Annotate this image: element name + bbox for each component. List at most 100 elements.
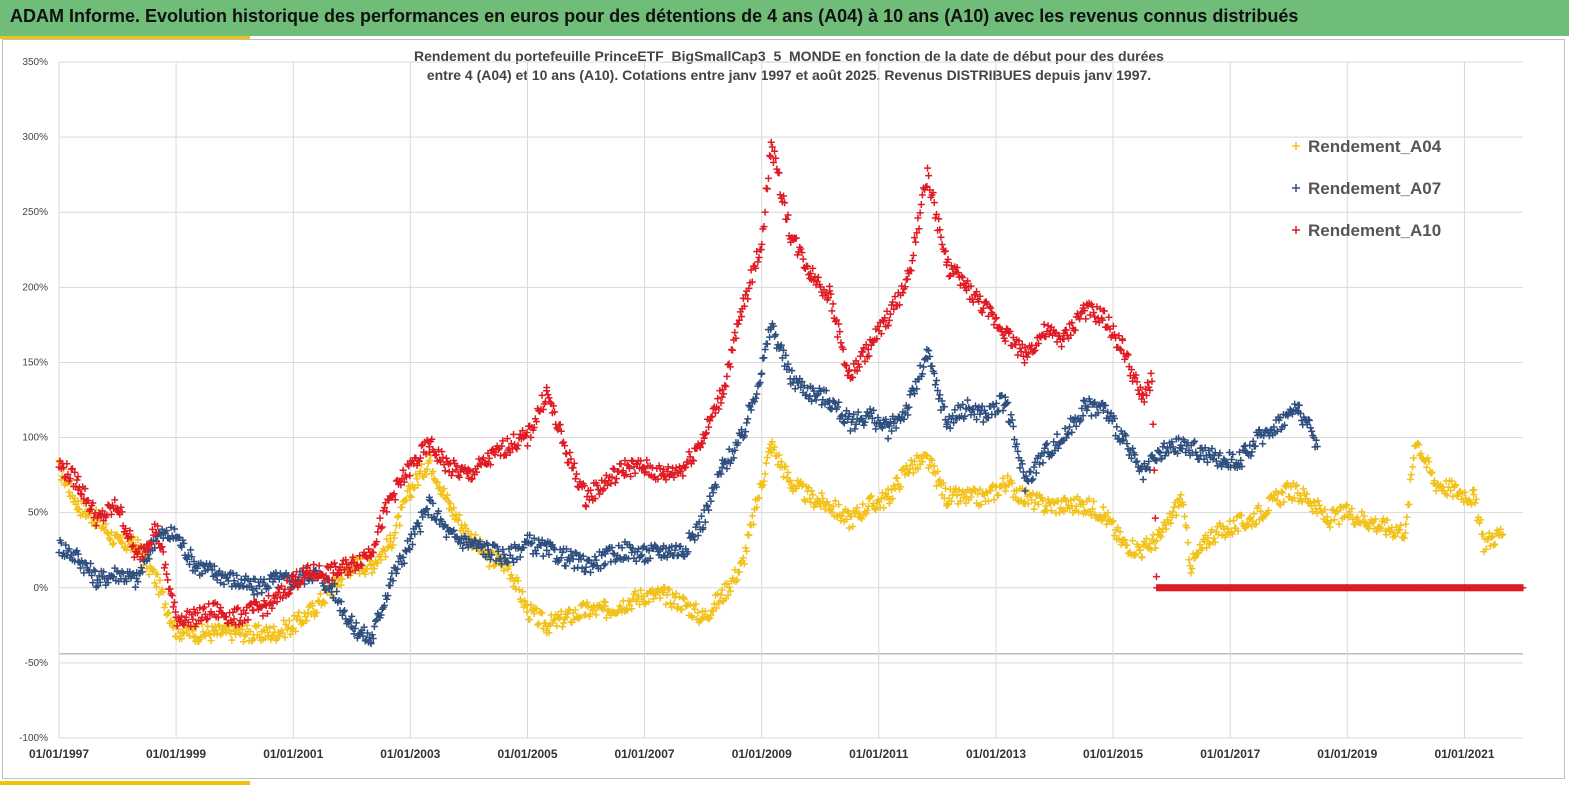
data-point	[380, 602, 388, 610]
chart-legend: Rendement_A04 Rendement_A07 Rendement_A10	[1292, 137, 1442, 240]
data-point	[964, 277, 972, 285]
data-point	[766, 152, 774, 160]
data-point	[180, 539, 188, 547]
data-point	[1150, 466, 1158, 474]
data-point	[303, 617, 311, 625]
data-point	[1023, 353, 1031, 361]
data-point	[628, 605, 636, 613]
data-point	[1089, 505, 1097, 513]
data-point	[871, 504, 879, 512]
data-point	[1270, 423, 1278, 431]
data-point	[643, 456, 651, 464]
data-point	[837, 339, 845, 347]
data-point	[89, 499, 97, 507]
data-point	[822, 387, 830, 395]
data-point	[1488, 533, 1496, 541]
data-point	[147, 540, 155, 548]
data-point	[452, 466, 460, 474]
data-point	[134, 550, 142, 558]
data-point	[740, 560, 748, 568]
data-point	[1165, 449, 1172, 457]
data-point	[1224, 524, 1232, 532]
data-point	[834, 333, 842, 341]
data-point	[1010, 436, 1018, 444]
data-point	[1115, 535, 1123, 543]
data-point	[691, 605, 699, 613]
data-point	[61, 474, 69, 482]
data-point	[911, 457, 919, 465]
data-point	[386, 531, 394, 539]
data-point	[482, 553, 490, 561]
data-point	[587, 486, 595, 494]
data-point	[76, 564, 84, 572]
data-point	[708, 413, 716, 421]
data-point	[853, 367, 861, 375]
data-point	[539, 406, 547, 414]
data-point	[925, 172, 933, 180]
data-point	[726, 363, 734, 371]
data-point	[714, 590, 722, 598]
data-point	[602, 614, 610, 622]
data-point	[804, 262, 812, 270]
data-point	[955, 486, 963, 494]
data-point	[598, 551, 606, 559]
data-point	[233, 605, 241, 613]
data-point	[361, 637, 369, 645]
data-point	[742, 291, 750, 299]
data-point	[494, 547, 502, 555]
data-point	[1275, 500, 1283, 508]
data-point	[665, 586, 673, 594]
data-point	[346, 616, 354, 624]
data-point	[734, 439, 742, 447]
data-point	[1028, 476, 1036, 484]
data-point	[950, 419, 958, 427]
data-point	[152, 529, 160, 537]
data-point	[359, 632, 367, 640]
data-point	[1043, 440, 1051, 448]
data-point	[650, 595, 658, 603]
data-point	[706, 492, 714, 500]
data-point	[1247, 513, 1255, 521]
data-point	[530, 423, 538, 431]
data-point	[1092, 318, 1100, 326]
data-point	[1042, 441, 1050, 449]
data-point	[1110, 330, 1118, 338]
data-point	[1008, 416, 1016, 424]
data-point	[450, 456, 458, 464]
data-point	[1321, 506, 1329, 514]
data-point	[946, 424, 954, 432]
data-point	[389, 541, 397, 549]
x-tick-label: 01/01/2017	[1200, 747, 1260, 761]
data-point	[133, 574, 141, 582]
data-point	[1054, 444, 1062, 452]
data-point	[1200, 537, 1208, 545]
data-point	[717, 399, 725, 407]
data-point	[1101, 513, 1109, 521]
data-point	[1270, 491, 1278, 499]
data-point	[784, 468, 792, 476]
data-point	[491, 451, 499, 459]
data-point	[1024, 477, 1032, 485]
data-point	[158, 543, 166, 551]
data-point	[1132, 550, 1140, 558]
data-point	[456, 468, 464, 476]
data-point	[828, 307, 836, 315]
data-point	[768, 143, 776, 151]
data-point	[656, 594, 664, 602]
data-point	[1191, 437, 1199, 445]
data-point	[855, 509, 863, 517]
data-point	[758, 369, 766, 377]
data-point	[726, 587, 734, 595]
data-point	[872, 425, 880, 433]
data-point	[771, 147, 779, 155]
data-point	[576, 551, 584, 559]
data-point	[1497, 525, 1505, 533]
data-point	[1490, 541, 1498, 549]
data-point	[880, 504, 888, 512]
data-point	[621, 457, 629, 465]
data-point	[834, 403, 842, 411]
data-point	[1223, 459, 1231, 467]
data-point	[760, 354, 768, 362]
data-point	[1078, 404, 1086, 412]
data-point	[1001, 337, 1009, 345]
